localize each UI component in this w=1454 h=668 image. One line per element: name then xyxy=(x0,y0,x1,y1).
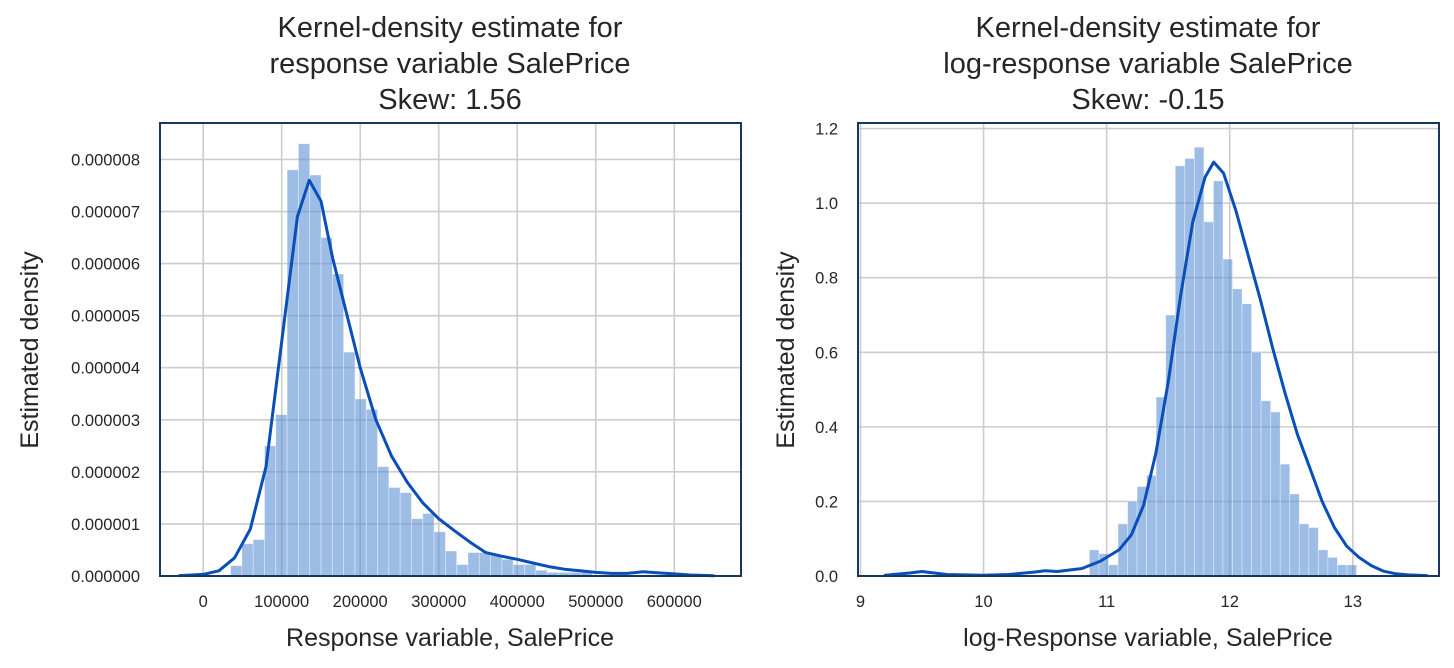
histogram-bar xyxy=(1174,165,1186,577)
y-tick-label: 0.6 xyxy=(815,344,838,362)
chart-title-line-3: Skew: 1.56 xyxy=(378,84,521,116)
histogram-bars xyxy=(1089,146,1357,577)
histogram-bar xyxy=(1222,258,1233,577)
x-tick-label: 300000 xyxy=(411,593,466,611)
histogram-bar xyxy=(354,398,367,577)
histogram-bar xyxy=(320,237,333,577)
kde-line xyxy=(883,160,1429,578)
histogram-bar xyxy=(411,518,424,577)
chart-title-line-2: log-response variable SalePrice xyxy=(943,48,1352,80)
grid-lines xyxy=(858,123,1439,577)
y-axis-label: Estimated density xyxy=(772,251,800,449)
grid-lines xyxy=(160,123,741,577)
x-tick-label: 13 xyxy=(1344,593,1362,611)
y-tick-label: 0.4 xyxy=(815,419,838,437)
histogram-bar xyxy=(444,550,458,577)
chart-panel-log-saleprice: Kernel-density estimate for log-response… xyxy=(772,12,1440,652)
y-tick-label: 0.000003 xyxy=(71,412,140,430)
x-tick-label: 200000 xyxy=(333,593,388,611)
histogram-bar xyxy=(1241,303,1252,577)
histogram-bar xyxy=(1346,564,1357,577)
histogram-bar xyxy=(1317,549,1329,577)
histogram-bar xyxy=(524,564,537,577)
kde-line xyxy=(178,178,715,578)
y-tick-labels: 0.000000 0.000001 0.000002 0.000003 0.000004… xyxy=(71,151,140,586)
x-tick-label: 10 xyxy=(974,593,992,611)
x-tick-label: 11 xyxy=(1098,593,1115,611)
histogram-bar xyxy=(230,565,243,577)
histogram-bar xyxy=(1270,411,1281,577)
x-tick-label: 9 xyxy=(856,593,865,611)
histogram-bar xyxy=(1203,221,1214,577)
chart-title-line-2: response variable SalePrice xyxy=(269,48,630,80)
histogram-bar xyxy=(512,564,525,577)
y-tick-label: 0.000008 xyxy=(71,151,140,169)
histogram-bar xyxy=(309,174,322,577)
histogram-bar xyxy=(377,466,390,577)
x-tick-label: 0 xyxy=(199,593,208,611)
x-axis-label: log-Response variable, SalePrice xyxy=(963,624,1333,652)
histogram-bar xyxy=(1165,314,1176,577)
x-tick-label: 100000 xyxy=(254,593,309,611)
histogram-bar xyxy=(1213,180,1224,577)
x-tick-labels: 0 100000 200000 300000 400000 500000 600000 xyxy=(199,593,702,611)
x-axis-label: Response variable, SalePrice xyxy=(286,624,614,652)
chart-title-line-1: Kernel-density estimate for xyxy=(278,12,623,44)
y-tick-label: 1.0 xyxy=(815,195,838,213)
histogram-bar xyxy=(433,531,446,577)
y-tick-label: 0.000000 xyxy=(71,568,140,586)
histogram-bar xyxy=(1337,564,1348,577)
y-tick-labels: 0.0 0.2 0.4 0.6 0.8 1.0 1.2 xyxy=(815,121,838,586)
histogram-bar xyxy=(422,513,435,577)
kde-curve xyxy=(178,178,715,578)
x-tick-label: 12 xyxy=(1221,593,1239,611)
histogram-bar xyxy=(1279,463,1291,577)
plot-frame xyxy=(159,122,742,577)
histogram-bar xyxy=(241,543,254,577)
x-tick-label: 400000 xyxy=(490,593,545,611)
histogram-bar xyxy=(1251,351,1262,577)
chart-title-line-1: Kernel-density estimate for xyxy=(976,12,1321,44)
histogram-bar xyxy=(456,564,469,577)
histogram-bar xyxy=(275,414,288,577)
histogram-bar xyxy=(1298,523,1310,577)
histogram-bar xyxy=(490,554,503,577)
y-tick-label: 0.000004 xyxy=(71,360,140,378)
histogram-bar xyxy=(1108,564,1119,577)
kde-curve xyxy=(883,160,1429,578)
histogram-bar xyxy=(331,273,345,577)
histogram-bars xyxy=(230,143,593,577)
histogram-bar xyxy=(501,558,514,577)
histogram-bar xyxy=(1260,400,1272,577)
chart-title-line-3: Skew: -0.15 xyxy=(1071,84,1224,116)
histogram-bar xyxy=(467,552,480,577)
chart-panel-saleprice: Kernel-density estimate for response var… xyxy=(16,12,742,652)
y-tick-label: 0.000001 xyxy=(71,516,140,534)
plot-frame xyxy=(857,122,1440,577)
histogram-bar xyxy=(399,492,412,577)
histogram-bar xyxy=(1289,493,1300,577)
y-tick-label: 0.000002 xyxy=(71,464,140,482)
histogram-bar xyxy=(478,552,492,577)
x-tick-label: 600000 xyxy=(647,593,702,611)
histogram-bar xyxy=(1232,288,1243,577)
y-tick-label: 0.2 xyxy=(815,493,838,511)
y-tick-label: 0.000006 xyxy=(71,256,140,274)
histogram-bar xyxy=(252,539,265,577)
histogram-bar xyxy=(343,351,356,577)
y-tick-label: 0.000007 xyxy=(71,204,140,222)
histogram-bar xyxy=(365,408,378,577)
y-tick-label: 0.0 xyxy=(815,568,838,586)
x-tick-labels: 9 10 11 12 13 xyxy=(856,593,1362,611)
x-tick-label: 500000 xyxy=(568,593,623,611)
histogram-bar xyxy=(388,487,401,577)
y-tick-label: 0.8 xyxy=(815,270,838,288)
histogram-bar xyxy=(1308,527,1319,577)
y-tick-label: 0.000005 xyxy=(71,308,140,326)
y-tick-label: 1.2 xyxy=(815,121,838,139)
y-axis-label: Estimated density xyxy=(16,251,44,449)
histogram-bar xyxy=(1327,556,1338,577)
